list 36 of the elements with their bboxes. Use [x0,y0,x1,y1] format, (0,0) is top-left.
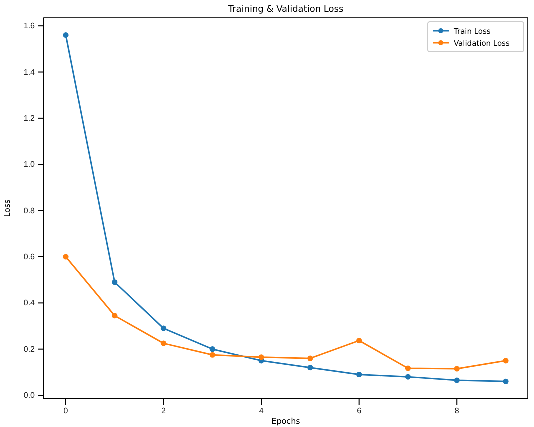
x-axis-title: Epochs [272,417,300,426]
chart-title: Training & Validation Loss [227,5,344,15]
y-tick-label: 0.8 [24,206,36,216]
y-tick-label: 0.2 [24,344,36,354]
y-tick-label: 0.4 [24,298,36,308]
point [503,358,509,364]
point [160,340,167,346]
point [63,254,69,260]
y-tick-label: 0.6 [24,252,36,262]
point [356,372,362,378]
y-axis-title: Loss [3,200,12,218]
y-tick-label: 1.4 [24,68,36,77]
point [63,32,69,38]
point [308,356,314,362]
point [503,378,509,384]
y-tick-label: 1.2 [24,114,36,124]
x-tick-label: 8 [454,406,460,416]
point [308,365,314,371]
point [405,366,412,372]
point [356,338,362,344]
point [258,354,264,360]
x-tick-label: 6 [357,406,362,416]
point [112,280,118,286]
point [210,352,216,358]
y-tick-label: 1.0 [24,160,36,170]
point [160,326,167,332]
point [454,366,460,372]
point [210,346,216,352]
y-tick-label: 0.0 [24,391,36,400]
x-tick-label: 2 [162,406,167,416]
x-tick-label: 0 [64,406,69,416]
point [405,374,412,380]
x-tick-label: 4 [259,406,264,416]
point [454,378,460,384]
point [112,313,118,319]
y-tick-label: 1.6 [24,22,36,31]
